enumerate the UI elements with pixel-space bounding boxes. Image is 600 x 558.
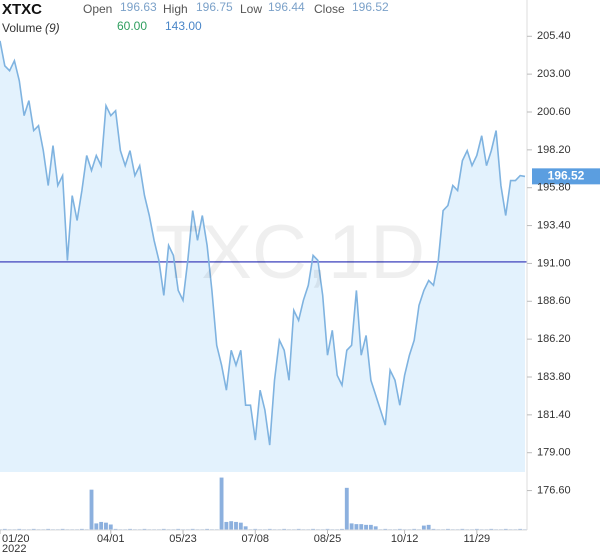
volume-bar xyxy=(17,528,22,530)
volume-bar xyxy=(364,524,368,530)
x-tick-label: 04/01 xyxy=(97,533,125,545)
volume-label: Volume xyxy=(2,21,42,35)
volume-bar xyxy=(344,487,349,530)
open-value: 196.63 xyxy=(120,0,157,14)
volume-bar xyxy=(89,489,94,530)
low-value: 196.44 xyxy=(268,0,305,14)
volume-bar xyxy=(489,528,494,530)
x-tick-label: 10/12 xyxy=(391,533,419,545)
volume-bar xyxy=(349,523,354,530)
volume-bar xyxy=(161,528,166,530)
volume-bar xyxy=(176,528,181,530)
open-label: Open xyxy=(83,2,112,16)
volume-bar xyxy=(426,524,431,530)
volume-bar xyxy=(518,528,523,530)
y-tick-label: 176.60 xyxy=(537,484,571,496)
area-fill xyxy=(0,40,525,473)
volume-bar xyxy=(282,528,287,530)
volume-bar xyxy=(340,528,344,530)
x-tick-label: 05/23 xyxy=(169,533,197,545)
last-price-box xyxy=(532,168,600,185)
volume-bar xyxy=(368,524,373,530)
volume-bar xyxy=(234,521,238,530)
volume-bar xyxy=(243,526,248,530)
close-value: 196.52 xyxy=(352,0,389,14)
volume-bar xyxy=(113,528,118,530)
volume-bar xyxy=(108,524,113,530)
close-label: Close xyxy=(314,2,345,16)
x-tick-label: 08/25 xyxy=(314,533,342,545)
watermark: TXC,1D xyxy=(155,210,425,295)
volume-bar xyxy=(460,528,465,530)
volume-bar xyxy=(142,528,147,530)
y-tick-label: 200.60 xyxy=(537,106,571,118)
volume-bar xyxy=(205,528,210,530)
volume-bar xyxy=(104,522,108,530)
volume-bar xyxy=(253,528,258,530)
volume-bar xyxy=(446,528,450,530)
x-tick-label: 11/29 xyxy=(463,533,490,545)
volume-bar xyxy=(31,528,36,530)
high-value: 196.75 xyxy=(196,0,233,14)
volume-bar xyxy=(190,528,195,530)
volume-bar xyxy=(267,528,272,530)
x-year-label: 2022 xyxy=(2,543,26,555)
x-tick-label: 07/08 xyxy=(242,533,270,545)
y-tick-label: 188.60 xyxy=(537,295,571,307)
volume-bar xyxy=(128,528,132,530)
y-tick-label: 181.40 xyxy=(537,409,571,421)
last-price-label: 196.52 xyxy=(548,169,585,183)
volume-bar xyxy=(79,528,84,530)
y-tick-label: 193.40 xyxy=(537,219,571,231)
x-tick-label: 01/20 xyxy=(2,533,30,545)
y-tick-label: 203.00 xyxy=(537,68,571,80)
y-tick-label: 195.80 xyxy=(537,182,571,194)
high-label: High xyxy=(163,2,188,16)
volume-bar xyxy=(99,521,104,530)
volume-bar xyxy=(397,528,402,530)
y-tick-label: 191.00 xyxy=(537,257,571,269)
volume-bar xyxy=(219,477,224,530)
volume-bar xyxy=(359,524,364,530)
volume-bar xyxy=(431,528,436,530)
volume-bar xyxy=(412,528,417,530)
y-tick-label: 186.20 xyxy=(537,333,571,345)
volume-bar xyxy=(60,528,65,530)
volume-value: 60.00 xyxy=(117,19,147,33)
volume-bar xyxy=(383,528,388,530)
volume-bar xyxy=(503,528,508,530)
low-label: Low xyxy=(240,2,262,16)
volume-bar xyxy=(238,522,243,530)
volume-bar xyxy=(325,528,330,530)
y-tick-label: 205.40 xyxy=(537,30,571,42)
y-tick-label: 179.00 xyxy=(537,447,571,459)
y-tick-label: 198.20 xyxy=(537,144,571,156)
volume-bar xyxy=(421,525,426,530)
volume-average: 143.00 xyxy=(165,19,202,33)
volume-bar xyxy=(311,528,315,530)
y-tick-label: 183.80 xyxy=(537,371,571,383)
volume-bar xyxy=(2,528,7,530)
volume-bar xyxy=(354,524,359,530)
volume-bar xyxy=(224,521,229,530)
volume-bar xyxy=(296,528,301,530)
price-line xyxy=(0,40,526,446)
volume-bar xyxy=(474,528,479,530)
volume-period: (9) xyxy=(45,21,60,35)
volume-bar xyxy=(46,528,51,530)
volume-bar xyxy=(94,523,99,530)
symbol: XTXC xyxy=(2,1,42,18)
volume-bar xyxy=(229,521,234,530)
volume-bar xyxy=(373,526,378,530)
